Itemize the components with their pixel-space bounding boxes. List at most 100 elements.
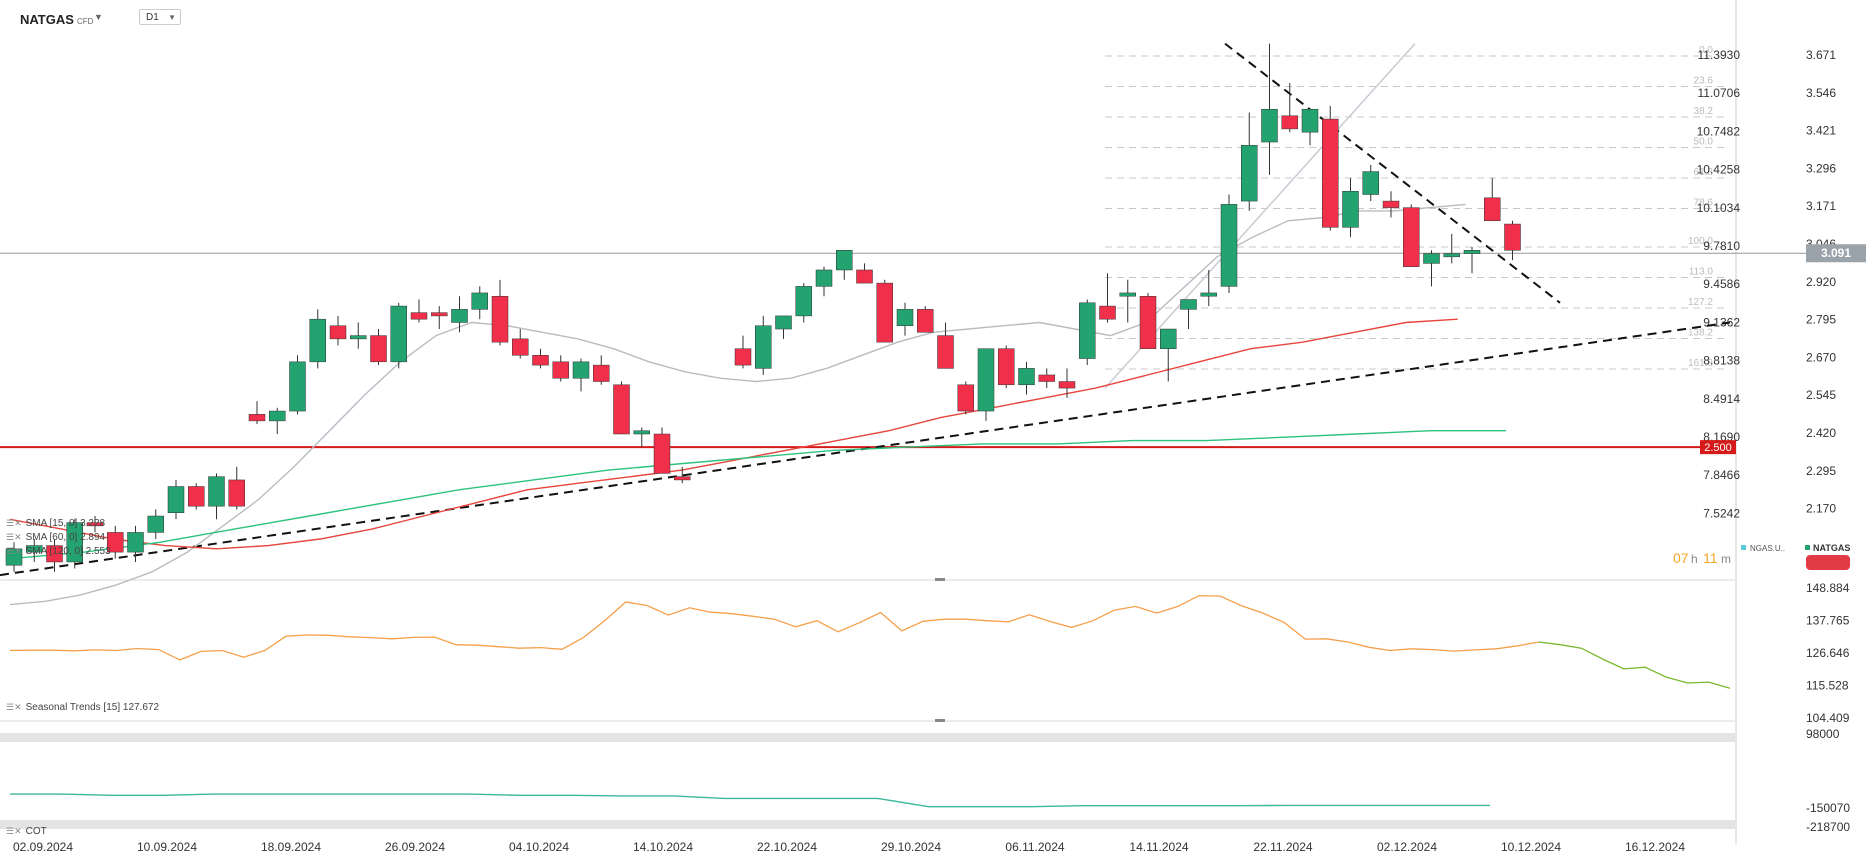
candle-down	[370, 335, 387, 363]
indicator-settings-icon[interactable]: ☰✕	[6, 702, 22, 712]
candle-down	[937, 335, 954, 369]
legend-label: NGAS.U..	[1750, 544, 1785, 553]
candle-down	[431, 312, 448, 317]
date-axis-tick: 29.10.2024	[881, 840, 941, 854]
date-axis-tick: 22.11.2024	[1253, 840, 1312, 854]
indicator-sma120[interactable]: ☰✕ SMA [120, 0] 2.553	[6, 546, 111, 557]
cot-band	[0, 733, 1735, 742]
fib-price-label: 9.4586	[1703, 277, 1740, 291]
date-axis-tick: 10.12.2024	[1501, 840, 1561, 854]
candle-up	[309, 318, 326, 363]
candle-up	[5, 548, 23, 566]
candle-up	[572, 361, 590, 379]
fib-price-label: 9.7810	[1703, 239, 1740, 253]
candle-up	[1342, 190, 1359, 228]
candle-up	[1180, 299, 1197, 310]
timeframe-select[interactable]: D1 ▼	[139, 9, 181, 25]
fib-level-label: 127.2	[1688, 297, 1713, 308]
fib-level-label: 78.6	[1694, 198, 1714, 209]
candle-down	[653, 433, 671, 474]
candle-down	[593, 364, 610, 382]
candle-down	[1281, 115, 1298, 130]
indicator-settings-icon[interactable]: ☰✕	[6, 518, 22, 528]
symbol-label[interactable]: NATGAS CFD	[20, 12, 94, 27]
indicator-seasonal[interactable]: ☰✕ Seasonal Trends [15] 127.672	[6, 702, 160, 713]
seasonal-axis-tick: 126.646	[1806, 646, 1850, 660]
candle-up	[127, 532, 144, 553]
candle-down	[1403, 207, 1420, 267]
indicator-sma15[interactable]: ☰✕ SMA [15, 0] 3.228	[6, 518, 106, 529]
candle-up	[633, 430, 650, 435]
chevron-down-icon[interactable]: ▼	[94, 12, 103, 22]
price-axis-tick: 2.170	[1806, 502, 1836, 516]
indicator-settings-icon[interactable]: ☰✕	[6, 826, 22, 836]
candle-up	[269, 410, 286, 422]
sma120-line	[9, 430, 1506, 560]
seasonal-axis-tick: 115.528	[1806, 679, 1849, 693]
date-axis-tick: 22.10.2024	[757, 840, 817, 854]
legend-swatch	[1805, 545, 1810, 550]
date-axis-tick: 16.12.2024	[1625, 840, 1685, 854]
countdown-minutes: 11	[1703, 550, 1718, 566]
candle-down	[1382, 200, 1400, 208]
price-axis-tick: 2.295	[1806, 464, 1836, 478]
price-change-badge	[1806, 555, 1850, 570]
candle-up	[1160, 328, 1177, 349]
price-axis-tick: 3.296	[1806, 161, 1836, 175]
price-axis-tick: 2.920	[1806, 275, 1836, 289]
candle-up	[350, 335, 367, 340]
candle-up	[1301, 108, 1319, 133]
fib-price-label: 7.8466	[1703, 468, 1740, 482]
candle-up	[1261, 108, 1278, 143]
candle-up	[66, 522, 83, 563]
candle-up	[815, 269, 833, 287]
candle-down	[46, 545, 63, 563]
price-axis-tick: 2.670	[1806, 350, 1836, 364]
price-axis-tick: 3.421	[1806, 124, 1836, 138]
cot-axis-tick: -150070	[1806, 801, 1850, 815]
candle-down	[248, 414, 266, 422]
fib-level-label: 50.0	[1694, 137, 1714, 148]
indicator-settings-icon[interactable]: ☰✕	[6, 532, 22, 542]
candle-up	[896, 309, 914, 326]
candle-up	[1018, 368, 1035, 386]
date-axis-tick: 04.10.2024	[509, 840, 569, 854]
cot-line	[10, 793, 1490, 808]
candle-up	[1362, 171, 1379, 195]
date-axis-tick: 26.09.2024	[385, 840, 445, 854]
timeframe-value: D1	[146, 12, 159, 23]
fib-level-label: 38.2	[1694, 106, 1714, 117]
sma15-line	[9, 203, 1466, 606]
chart-toolbar: NATGAS CFD ▼ D1 ▼	[0, 0, 1866, 32]
candle-up	[795, 286, 812, 317]
symbol-type: CFD	[76, 17, 94, 26]
candle-up	[451, 309, 468, 323]
seasonal-line	[9, 594, 1540, 661]
date-axis-tick: 02.12.2024	[1377, 840, 1437, 854]
price-axis-tick: 3.671	[1806, 48, 1836, 62]
indicator-sma60[interactable]: ☰✕ SMA [60, 0] 2.894	[6, 532, 106, 543]
candle-down	[86, 522, 104, 527]
candle-up	[775, 315, 792, 330]
price-axis-tick: 2.420	[1806, 426, 1836, 440]
fib-price-label: 10.1034	[1697, 201, 1741, 215]
indicator-cot[interactable]: ☰✕ COT	[6, 826, 47, 837]
fib-level-label: 61.8	[1694, 167, 1714, 178]
candle-down	[107, 532, 124, 553]
candle-up	[1463, 250, 1481, 254]
date-axis-tick: 14.11.2024	[1129, 840, 1188, 854]
support-level-value: 2.500	[1704, 442, 1732, 454]
candle-down	[1139, 295, 1157, 349]
candle-down	[1058, 381, 1076, 389]
candle-down	[1099, 305, 1116, 320]
timeframe-chevron-icon: ▼	[168, 13, 176, 22]
candle-down	[228, 479, 245, 507]
countdown-m: m	[1721, 552, 1731, 566]
candle-up	[390, 305, 407, 363]
candle-down	[491, 295, 509, 343]
candle-down	[674, 476, 691, 481]
indicator-settings-icon[interactable]: ☰✕	[6, 546, 22, 556]
candle-down	[917, 309, 934, 333]
cot-axis-tick: -218700	[1806, 820, 1850, 834]
